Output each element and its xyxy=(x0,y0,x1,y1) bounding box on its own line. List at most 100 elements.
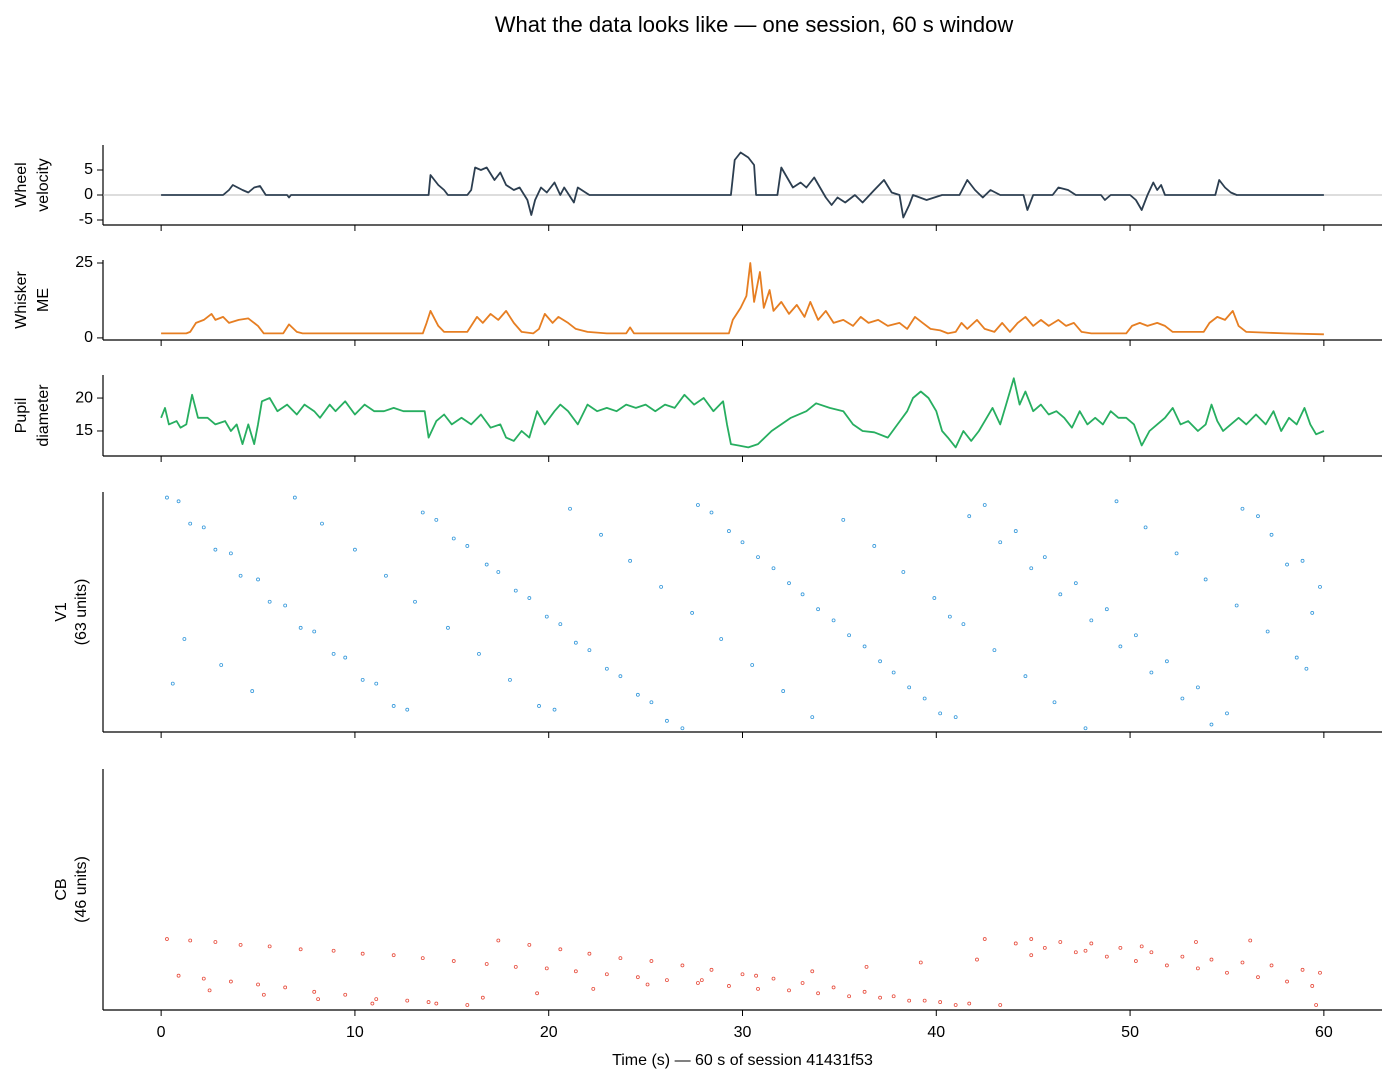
spike xyxy=(709,967,714,972)
spike xyxy=(932,596,937,600)
spike xyxy=(1285,979,1289,984)
spike xyxy=(451,536,456,541)
spike xyxy=(1023,674,1028,679)
spike xyxy=(508,678,512,682)
spike xyxy=(699,978,704,982)
spike xyxy=(750,663,755,667)
spike xyxy=(283,603,288,608)
y-axis-label: Pupil xyxy=(13,398,30,434)
spike xyxy=(645,982,650,987)
spike xyxy=(1149,670,1154,675)
spike xyxy=(961,622,966,626)
y-axis-label: (46 units) xyxy=(73,856,90,923)
spike xyxy=(967,514,972,519)
spike xyxy=(1052,700,1057,705)
spike xyxy=(1013,529,1018,533)
spike xyxy=(1300,558,1305,563)
spike xyxy=(434,518,439,522)
spike xyxy=(391,704,396,708)
spike xyxy=(573,640,578,645)
spike xyxy=(1164,963,1169,968)
spike xyxy=(953,715,958,720)
x-tick-label: 10 xyxy=(346,1024,364,1041)
spike xyxy=(568,506,572,511)
spike xyxy=(816,607,820,612)
spike xyxy=(800,981,805,985)
spike xyxy=(1304,666,1309,671)
spike xyxy=(740,972,745,977)
x-tick-label: 50 xyxy=(1121,1024,1139,1041)
y-axis-label: Whisker xyxy=(13,270,30,328)
spike xyxy=(426,1000,431,1004)
spike xyxy=(1225,970,1229,975)
spike xyxy=(1133,633,1138,638)
spike xyxy=(841,518,846,522)
x-tick-label: 60 xyxy=(1315,1024,1333,1041)
spike xyxy=(228,551,233,556)
spike xyxy=(810,969,815,974)
spike xyxy=(918,960,923,965)
spike xyxy=(267,599,272,604)
spike xyxy=(800,592,805,597)
spike xyxy=(591,986,596,991)
spike xyxy=(862,644,867,649)
spike xyxy=(496,938,501,943)
spike xyxy=(1314,1003,1319,1007)
spike xyxy=(1225,711,1229,716)
spike xyxy=(250,689,255,693)
spike xyxy=(446,625,450,630)
y-tick-label: 25 xyxy=(75,254,93,271)
spike xyxy=(1294,655,1299,660)
spike xyxy=(527,596,532,600)
spike xyxy=(1285,562,1289,567)
spike xyxy=(343,992,348,997)
spike xyxy=(992,648,997,653)
spike xyxy=(618,956,623,961)
spike xyxy=(261,992,266,997)
spike xyxy=(353,547,357,552)
spike xyxy=(587,648,592,653)
spike xyxy=(1029,953,1034,958)
spike xyxy=(256,577,260,582)
spike xyxy=(862,989,867,994)
spike xyxy=(604,972,609,977)
spike xyxy=(680,963,685,968)
spike xyxy=(1149,950,1154,955)
spike xyxy=(1029,937,1034,941)
spike xyxy=(513,588,518,593)
y-tick-label: 0 xyxy=(84,329,93,346)
spike xyxy=(182,637,187,641)
spike xyxy=(719,637,724,641)
spike xyxy=(312,989,317,994)
y-tick-label: 20 xyxy=(75,389,93,406)
y-axis-label: diameter xyxy=(35,384,52,447)
spike xyxy=(831,618,836,623)
spike xyxy=(292,495,297,500)
spike xyxy=(872,544,877,548)
spike xyxy=(413,599,417,604)
spike xyxy=(1196,685,1200,690)
spike xyxy=(480,995,485,1000)
spike xyxy=(343,655,348,660)
spike xyxy=(587,951,592,956)
data-line xyxy=(161,151,1324,219)
spike xyxy=(188,521,193,526)
spike xyxy=(907,685,912,690)
spike xyxy=(1058,592,1063,597)
spike xyxy=(283,985,288,990)
spike xyxy=(405,998,410,1003)
spike xyxy=(552,707,557,712)
y-axis-label: velocity xyxy=(35,158,52,211)
spike xyxy=(1240,506,1245,511)
x-tick-label: 30 xyxy=(734,1024,752,1041)
spike xyxy=(922,696,927,701)
spike xyxy=(665,978,669,982)
spike xyxy=(1118,644,1123,649)
y-tick-label: 15 xyxy=(75,422,93,439)
data-line xyxy=(160,377,1325,449)
spike xyxy=(1114,499,1119,504)
spike xyxy=(1042,945,1047,950)
spike xyxy=(649,700,654,705)
y-axis-label: (63 units) xyxy=(73,579,90,646)
